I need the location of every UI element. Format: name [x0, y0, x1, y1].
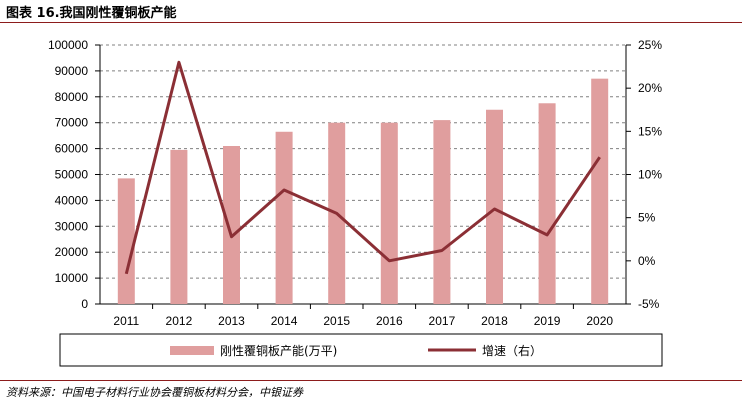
- bottom-rule: [0, 380, 742, 381]
- left-tick-label: 90000: [55, 64, 89, 78]
- left-tick-label: 60000: [55, 142, 89, 156]
- figure-title: 图表 16.我国刚性覆铜板产能: [6, 6, 177, 21]
- x-tick-label: 2016: [376, 314, 403, 328]
- left-tick-label: 20000: [55, 245, 89, 259]
- x-tick-label: 2013: [218, 314, 245, 328]
- x-tick-label: 2014: [271, 314, 298, 328]
- legend-bar-swatch: [170, 346, 214, 355]
- left-tick-label: 100000: [48, 38, 88, 52]
- legend-bar-label: 刚性覆铜板产能(万平): [220, 343, 337, 358]
- left-tick-label: 40000: [55, 193, 89, 207]
- right-tick-label: 20%: [638, 81, 662, 95]
- bar-2020: [591, 78, 609, 304]
- right-axis-ticks: -5% 0% 5% 10% 15% 20% 25%: [626, 38, 662, 311]
- bar-2014: [275, 131, 293, 304]
- left-tick-label: 70000: [55, 116, 89, 130]
- right-tick-label: 5%: [638, 211, 656, 225]
- x-tick-label: 2020: [586, 314, 613, 328]
- bar-2013: [223, 146, 240, 304]
- bar-2018: [486, 109, 503, 304]
- right-tick-label: 15%: [638, 124, 662, 138]
- legend-line-label: 增速（右）: [482, 343, 542, 358]
- bar-2017: [433, 120, 451, 304]
- left-tick-label: 50000: [55, 168, 89, 182]
- right-tick-label: 0%: [638, 254, 656, 268]
- right-tick-label: -5%: [638, 297, 660, 311]
- bar-2012: [170, 149, 188, 304]
- left-tick-label: 10000: [55, 271, 89, 285]
- x-tick-label: 2019: [534, 314, 561, 328]
- x-axis-ticks: 2011 2012 2013 2014 2015 2016 2017 2018 2019 2020: [113, 304, 613, 328]
- left-axis-ticks: 0 10000 20000 30000 40000 50000 60000 70000 8000…: [48, 38, 100, 311]
- left-tick-label: 80000: [55, 90, 89, 104]
- bar-2016: [380, 122, 398, 304]
- left-tick-label: 30000: [55, 219, 89, 233]
- growth-line: [124, 60, 601, 275]
- grid-lines: [99, 44, 627, 305]
- right-tick-label: 10%: [638, 168, 662, 182]
- x-tick-label: 2012: [166, 314, 193, 328]
- top-rule: [0, 22, 742, 23]
- x-tick-label: 2015: [323, 314, 350, 328]
- bar-2011: [117, 178, 135, 304]
- legend-box: [59, 333, 663, 367]
- bar-series: [117, 78, 609, 305]
- right-tick-label: 25%: [638, 38, 662, 52]
- left-tick-label: 0: [81, 297, 88, 311]
- source-note: 资料来源：中国电子材料行业协会覆铜板材料分会，中银证券: [6, 386, 303, 399]
- bar-2019: [538, 103, 556, 305]
- x-tick-label: 2018: [481, 314, 508, 328]
- x-tick-label: 2017: [429, 314, 456, 328]
- x-tick-label: 2011: [113, 314, 139, 328]
